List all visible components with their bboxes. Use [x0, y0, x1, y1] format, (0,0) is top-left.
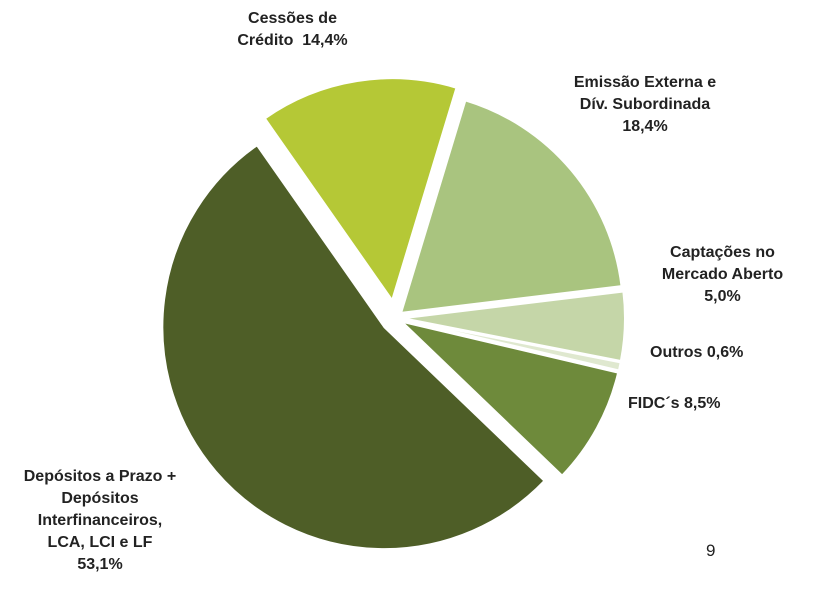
- slice-label: Outros 0,6%: [650, 342, 743, 364]
- pie-slice: [161, 143, 546, 551]
- value-label: 8,5%: [684, 395, 721, 412]
- value-label: 14,4%: [302, 32, 348, 49]
- pie-slice: [399, 99, 623, 315]
- pie-slice: [398, 320, 620, 478]
- category-label: Captações no Mercado Aberto: [661, 244, 784, 283]
- slice-label: FIDC´s 8,5%: [628, 393, 720, 415]
- pie-slice: [402, 290, 626, 363]
- slice-label: Depósitos a Prazo + Depósitos Interfinan…: [20, 466, 180, 576]
- value-label: 0,6%: [706, 344, 744, 361]
- value-label: 53,1%: [77, 556, 123, 573]
- category-label: Depósitos a Prazo + Depósitos Interfinan…: [23, 468, 177, 551]
- pie-slice: [263, 77, 458, 303]
- category-label: Emissão Externa e Dív. Subordinada: [573, 74, 717, 113]
- slice-label: Emissão Externa e Dív. Subordinada 18,4%: [560, 72, 730, 138]
- category-label: Cessões de Crédito: [237, 10, 337, 49]
- slice-label: Cessões de Crédito 14,4%: [220, 8, 365, 52]
- pie-slice: [402, 318, 622, 372]
- slice-label: Captações no Mercado Aberto 5,0%: [655, 242, 790, 308]
- page-number: 9: [706, 541, 716, 560]
- category-label: FIDC´s: [628, 395, 680, 412]
- value-label: 5,0%: [704, 288, 741, 305]
- category-label: Outros: [650, 344, 703, 361]
- value-label: 18,4%: [622, 118, 668, 135]
